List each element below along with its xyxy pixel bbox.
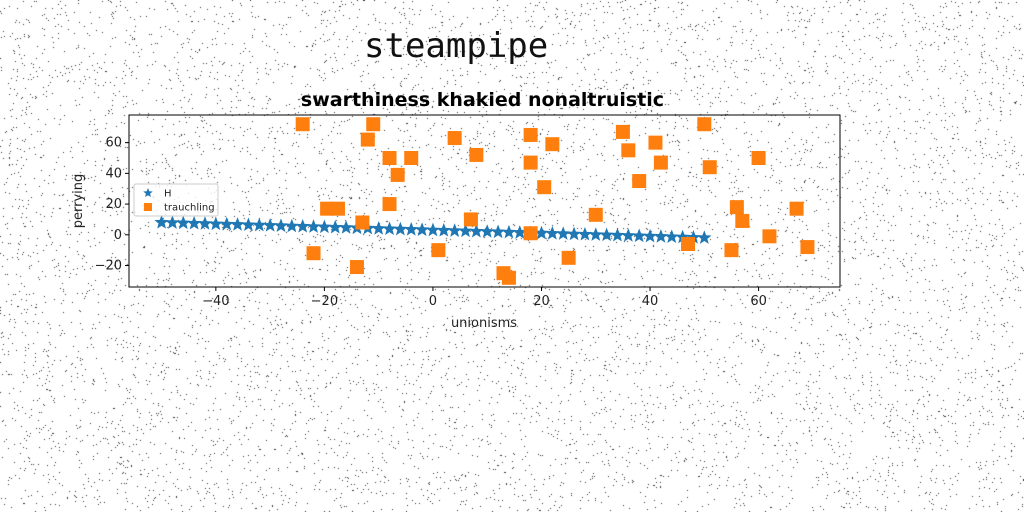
data-point [790,202,804,216]
data-point [697,117,711,131]
y-tick-label: −20 [95,259,122,274]
y-tick-label: 40 [105,166,122,181]
data-point [724,243,738,257]
y-tick-label: 0 [114,228,122,243]
data-point [681,237,695,251]
data-point [361,133,375,147]
data-point [307,246,321,260]
y-axis: −20 0 20 40 60 [95,136,129,274]
y-axis-label: perrying [71,174,86,229]
x-axis-label: unionisms [451,316,517,331]
data-point [366,117,380,131]
data-point [589,208,603,222]
data-point [355,216,369,230]
data-point [404,151,418,165]
data-point [632,174,646,188]
data-point [469,148,483,162]
data-point [431,243,445,257]
data-point [762,229,776,243]
data-point [350,260,364,274]
data-point [524,128,538,142]
data-point [545,137,559,151]
data-point [654,156,668,170]
data-point [562,251,576,265]
x-tick-label: −40 [202,294,229,309]
data-point [296,117,310,131]
data-point [524,226,538,240]
data-point [464,212,478,226]
data-point [648,136,662,150]
x-axis: −40 −20 0 20 40 60 [202,287,767,309]
data-point [703,160,717,174]
data-point [524,156,538,170]
y-tick-label: 60 [105,136,122,151]
data-point [752,151,766,165]
x-tick-label: 60 [750,294,767,309]
x-tick-label: 0 [429,294,437,309]
data-point [800,240,814,254]
x-tick-label: 40 [642,294,659,309]
legend-label-trauchling: trauchling [164,203,215,214]
data-point [616,125,630,139]
data-point [391,168,405,182]
y-tick-label: 20 [105,197,122,212]
data-point [331,202,345,216]
x-tick-label: −20 [311,294,338,309]
data-point [448,131,462,145]
data-point [537,180,551,194]
data-point [735,214,749,228]
data-point [383,151,397,165]
data-point [730,200,744,214]
chart-title: swarthiness khakied nonaltruistic [301,89,664,111]
data-point [621,143,635,157]
legend-label-H: H [164,189,172,200]
x-tick-label: 20 [533,294,550,309]
data-point [502,271,516,285]
data-point [383,197,397,211]
legend-marker-trauchling [144,203,152,211]
